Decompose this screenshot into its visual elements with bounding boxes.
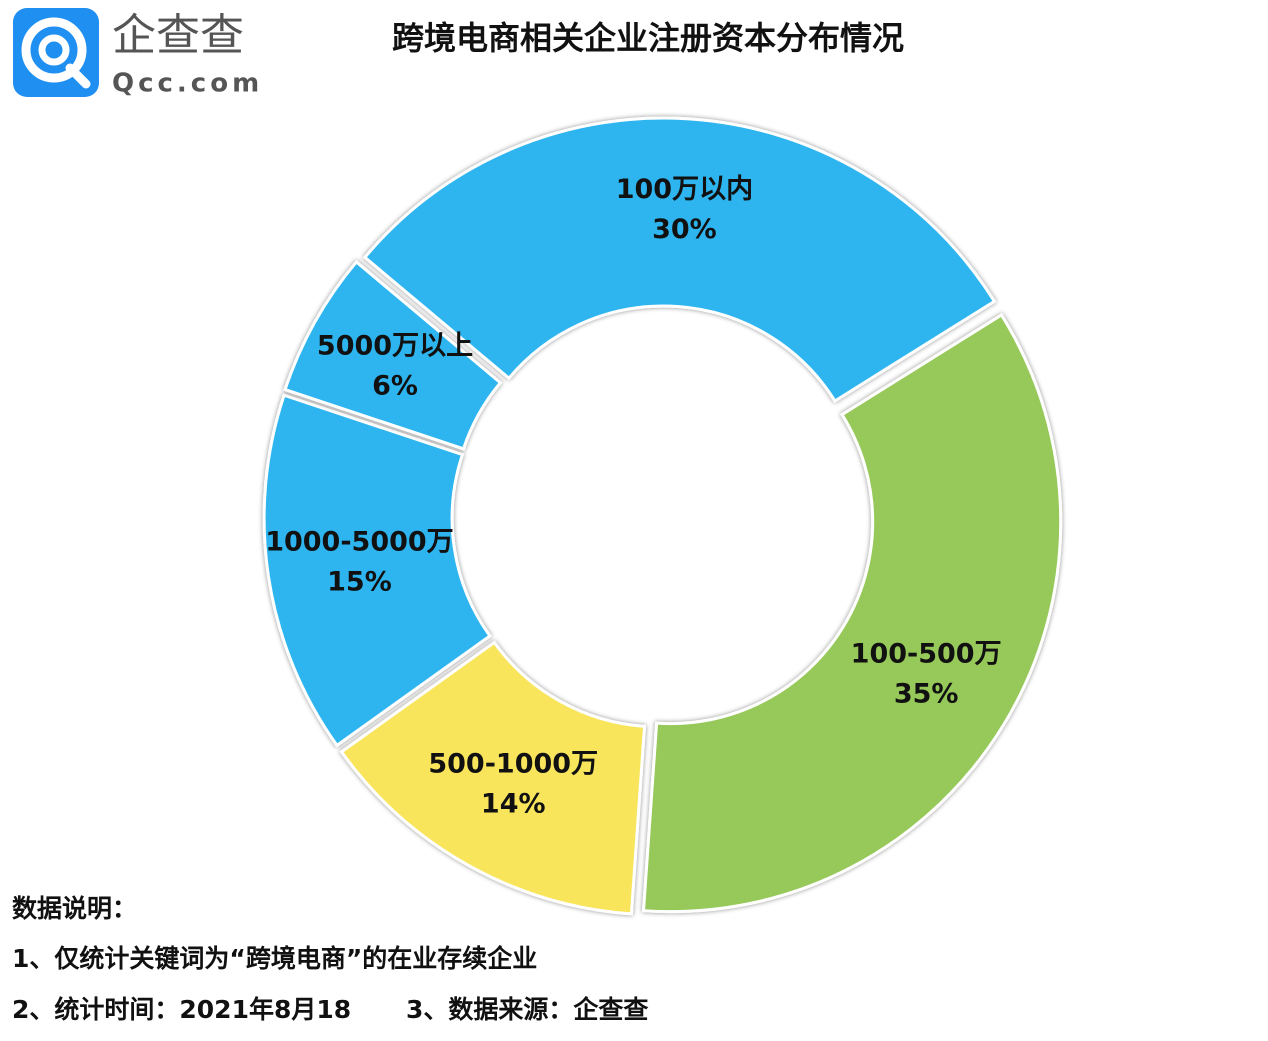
notes: 数据说明： 1、仅统计关键词为“跨境电商”的在业存续企业 2、统计时间：2021年8… <box>12 894 648 1024</box>
logo-tail <box>65 63 91 89</box>
slice-label: 5000万以上 <box>317 331 473 362</box>
note: 数据说明： <box>12 894 137 923</box>
slice <box>362 116 997 404</box>
value-label: 15% <box>327 566 392 597</box>
value-label: 6% <box>372 371 418 402</box>
slice-label: 100万以内 <box>616 174 753 205</box>
logo-domain: Qcc.com <box>112 69 263 99</box>
note: 1、仅统计关键词为“跨境电商”的在业存续企业 <box>12 944 537 973</box>
logo-name: 企查查 <box>112 10 244 61</box>
slice <box>262 393 492 748</box>
slice <box>283 259 503 451</box>
note: 2、统计时间：2021年8月18 <box>12 995 351 1024</box>
value-label: 14% <box>481 788 546 819</box>
slice-label: 100-500万 <box>851 639 1002 670</box>
note: 3、数据来源：企查查 <box>406 995 648 1024</box>
value-label: 35% <box>894 679 959 710</box>
logo-ring <box>21 17 87 83</box>
logo: 企查查 Qcc.com <box>13 8 263 99</box>
slice <box>641 312 1063 914</box>
value-label: 30% <box>652 214 717 245</box>
donut: 100万以内 30% 100-500万 35% 500-1000万 14% 1000-500… <box>262 116 1063 916</box>
chart-title: 跨境电商相关企业注册资本分布情况 <box>392 19 904 57</box>
slice-label: 1000-5000万 <box>265 526 454 557</box>
slice <box>339 640 647 916</box>
logo-inner <box>38 34 70 66</box>
slice-label: 500-1000万 <box>428 748 598 779</box>
